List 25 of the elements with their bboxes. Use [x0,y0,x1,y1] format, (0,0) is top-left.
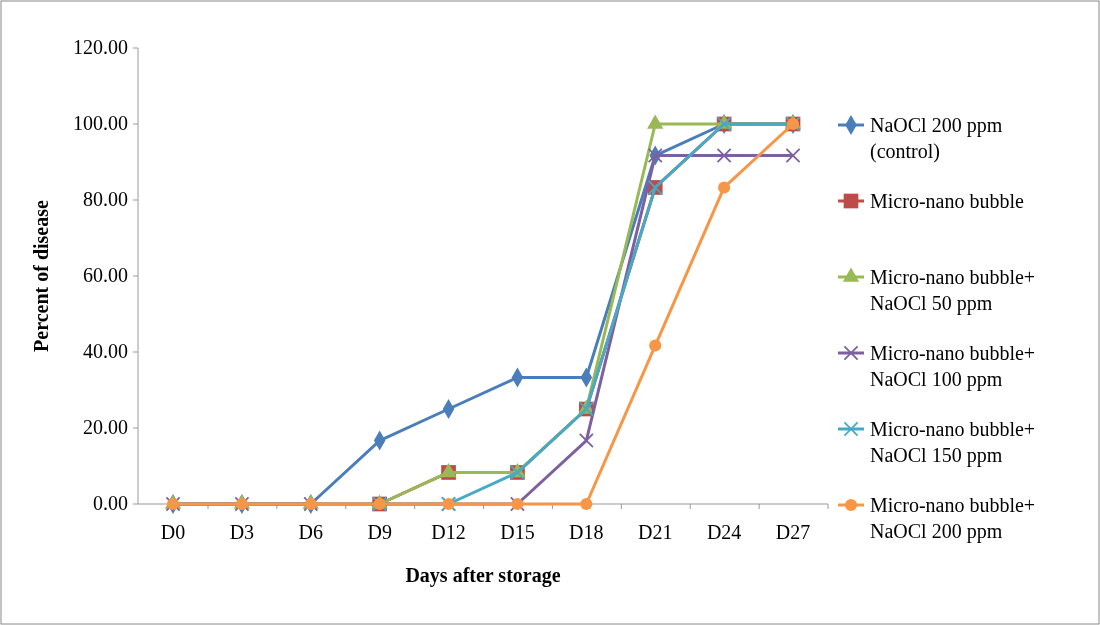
y-tick-label: 60.00 [83,264,128,286]
legend-label: Micro-nano bubble+ NaOCl 200 ppm [870,494,1036,543]
y-tick-label: 40.00 [83,340,128,362]
y-tick-label: 80.00 [83,188,128,210]
x-tick-label: D0 [160,521,186,543]
x-tick-label: D27 [775,521,811,543]
x-tick-label: D15 [500,521,535,543]
legend-label: Micro-nano bubble+ NaOCl 50 ppm [870,266,1036,315]
y-axis-title: Percent of disease [30,199,52,352]
x-axis-title: Days after storage [405,564,561,587]
y-tick-label: 120.00 [73,36,128,58]
x-tick-label: D9 [367,521,392,543]
x-tick-label: D12 [431,521,466,543]
x-tick-label: D6 [298,521,323,543]
legend-label: Micro-nano bubble+ NaOCl 100 ppm [870,342,1036,391]
y-tick-label: 0.00 [93,492,128,514]
x-tick-label: D21 [638,521,673,543]
x-tick-label: D3 [229,521,255,543]
x-tick-label: D24 [706,521,742,543]
x-tick-label: D18 [569,521,604,543]
legend-label: Micro-nano bubble [870,190,1024,212]
legend-label: NaOCl 200 ppm (control) [870,114,1003,163]
y-tick-label: 20.00 [83,416,128,438]
legend-label: Micro-nano bubble+ NaOCl 150 ppm [870,418,1036,467]
y-tick-label: 100.00 [73,112,128,134]
